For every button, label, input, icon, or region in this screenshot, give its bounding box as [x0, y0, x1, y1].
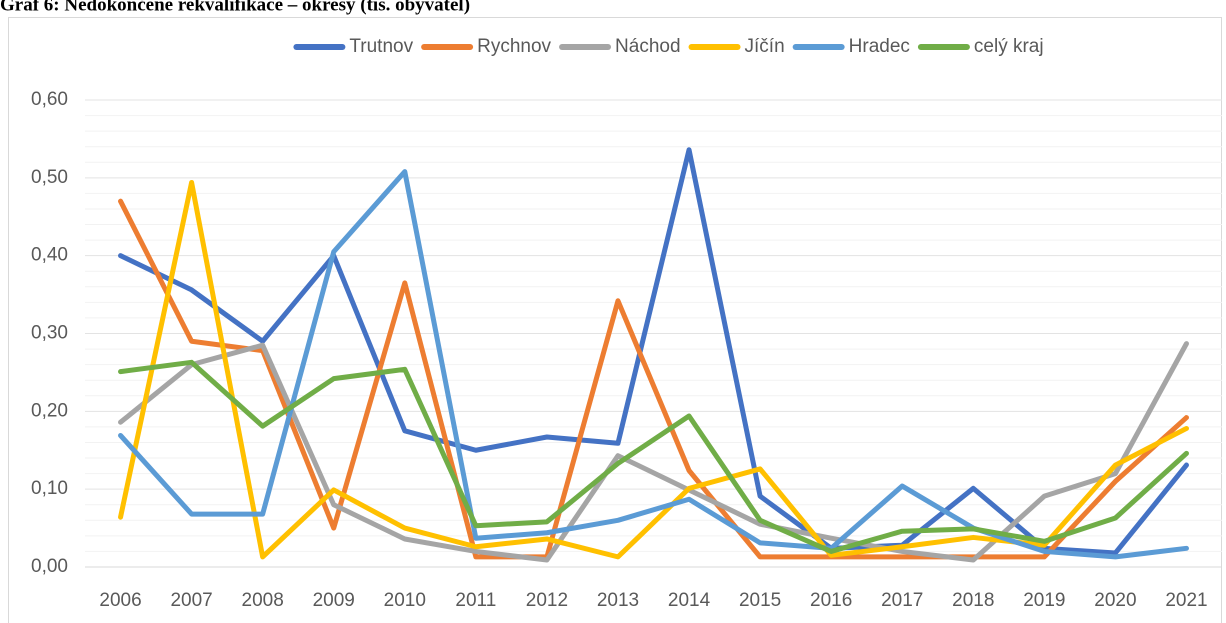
- legend-label: celý kraj: [974, 36, 1044, 57]
- y-tick-label: 0,00: [31, 556, 68, 577]
- series-line: [118, 359, 1189, 554]
- x-tick-label: 2011: [455, 590, 496, 611]
- x-tick-label: 2015: [739, 590, 781, 611]
- x-tick-label: 2006: [99, 590, 141, 611]
- y-tick-label: 0,10: [31, 478, 68, 499]
- series-line: [118, 169, 1189, 560]
- x-tick-label: 2008: [242, 590, 284, 611]
- legend-label: Hradec: [849, 36, 910, 57]
- y-tick-label: 0,50: [31, 167, 68, 188]
- x-tick-label: 2017: [881, 590, 923, 611]
- y-tick-label: 0,40: [31, 245, 68, 266]
- x-tick-label: 2007: [170, 590, 212, 611]
- x-tick-label: 2010: [384, 590, 426, 611]
- legend-label: Trutnov: [349, 36, 413, 57]
- legend-label: Náchod: [615, 36, 681, 57]
- x-tick-label: 2016: [810, 590, 852, 611]
- x-tick-label: 2020: [1094, 590, 1136, 611]
- x-tick-label: 2019: [1023, 590, 1065, 611]
- legend-label: Rychnov: [477, 36, 551, 57]
- x-tick-label: 2014: [668, 590, 711, 611]
- x-tick-label: 2012: [526, 590, 568, 611]
- legend-label: Jíčín: [745, 36, 785, 57]
- series-line: [118, 147, 1189, 556]
- series-line: [118, 198, 1189, 560]
- chart-title: Graf 6: Nedokončené rekvalifikace – okre…: [0, 0, 470, 15]
- x-tick-label: 2021: [1165, 590, 1207, 611]
- x-tick-label: 2018: [952, 590, 994, 611]
- series-line: [118, 341, 1189, 563]
- x-tick-label: 2013: [597, 590, 639, 611]
- y-tick-label: 0,60: [31, 89, 68, 110]
- y-tick-label: 0,20: [31, 400, 68, 421]
- y-tick-label: 0,30: [31, 323, 68, 344]
- x-tick-label: 2009: [313, 590, 355, 611]
